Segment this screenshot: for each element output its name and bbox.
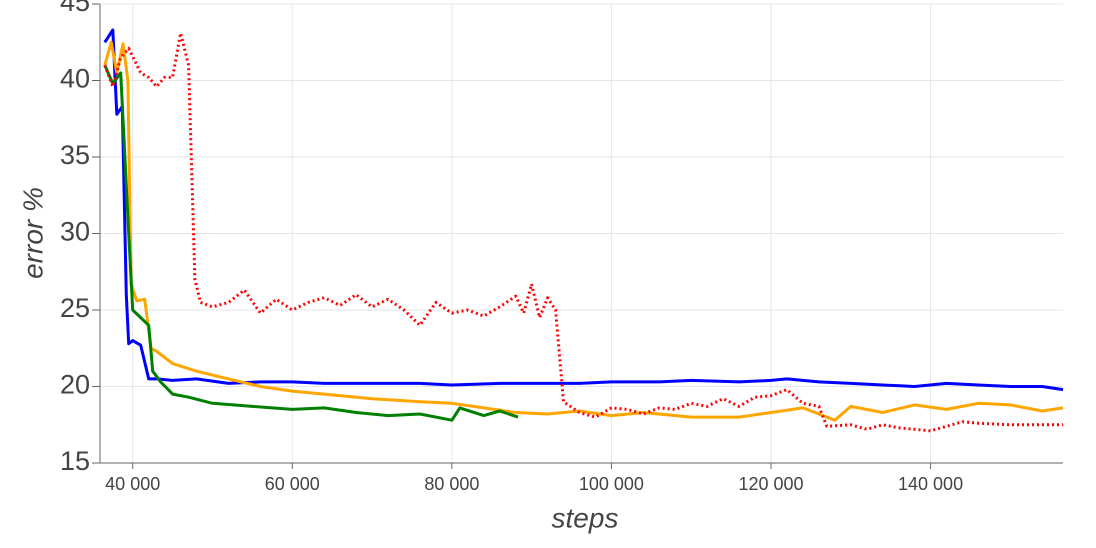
y-tick-label: 45 (60, 0, 90, 17)
series-line (103, 40, 1064, 422)
y-tick-label: 35 (60, 140, 90, 170)
x-tick-label: 40 000 (105, 474, 160, 494)
x-tick-label: 80 000 (424, 474, 479, 494)
x-tick-label: 100 000 (579, 474, 644, 494)
x-tick-label: 60 000 (265, 474, 320, 494)
y-tick-label: 20 (60, 370, 90, 400)
x-axis-label: steps (552, 502, 619, 533)
y-axis-label: error % (17, 187, 48, 279)
x-tick-label: 140 000 (898, 474, 963, 494)
y-tick-label: 25 (60, 293, 90, 323)
y-tick-label: 40 (60, 64, 90, 94)
x-tick-label: 120 000 (738, 474, 803, 494)
series-line (103, 31, 1063, 433)
y-tick-label: 30 (60, 217, 90, 247)
series-line (103, 28, 1064, 392)
series-line (103, 64, 519, 422)
y-tick-label: 15 (60, 446, 90, 476)
